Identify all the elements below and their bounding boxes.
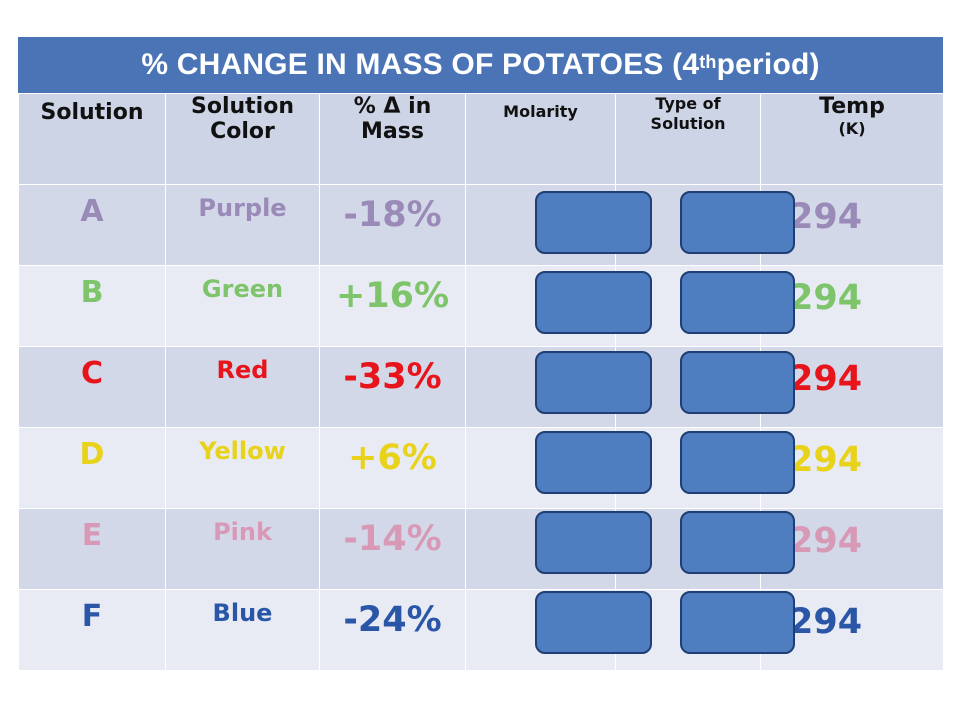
header-temp-label: Temp xyxy=(819,94,885,119)
cell-color: Green xyxy=(165,265,320,347)
table-row: C Red -33% 294 xyxy=(18,346,944,428)
title-main: % CHANGE IN MASS OF POTATOES (4 xyxy=(141,48,700,81)
header-type-of-solution: Type of Solution xyxy=(615,93,761,185)
title-tail: period) xyxy=(716,48,820,81)
cell-pct: -33% xyxy=(319,346,466,428)
pct-change-value: -14% xyxy=(343,519,442,559)
temp-value: 294 xyxy=(789,440,863,480)
cell-color: Red xyxy=(165,346,320,428)
temp-value: 294 xyxy=(789,197,863,237)
header-solution: Solution xyxy=(18,93,166,185)
solution-letter: D xyxy=(79,437,105,472)
title-superscript: th xyxy=(699,51,717,72)
solution-letter: C xyxy=(80,356,104,391)
solution-color-name: Purple xyxy=(198,194,287,222)
header-solution-color-label: Solution Color xyxy=(191,94,294,144)
cell-solution: D xyxy=(18,427,166,509)
cell-pct: -14% xyxy=(319,508,466,590)
temp-value: 294 xyxy=(789,521,863,561)
cell-solution: B xyxy=(18,265,166,347)
cell-solution: A xyxy=(18,184,166,266)
solution-letter: B xyxy=(80,275,104,310)
type-cover-box[interactable] xyxy=(680,271,795,334)
solution-color-name: Blue xyxy=(212,599,273,627)
table-row: D Yellow +6% 294 xyxy=(18,427,944,509)
cell-pct: +16% xyxy=(319,265,466,347)
solution-letter: E xyxy=(81,518,103,553)
cell-color: Blue xyxy=(165,589,320,671)
table-row: A Purple -18% 294 xyxy=(18,184,944,266)
header-type-label: Type of Solution xyxy=(650,94,726,133)
solution-color-name: Green xyxy=(201,275,284,303)
pct-change-value: -33% xyxy=(343,357,442,397)
header-solution-label: Solution xyxy=(40,100,144,125)
table-row: B Green +16% 294 xyxy=(18,265,944,347)
molarity-cover-box[interactable] xyxy=(535,431,652,494)
cell-color: Yellow xyxy=(165,427,320,509)
pct-change-value: +16% xyxy=(335,276,450,316)
cell-pct: +6% xyxy=(319,427,466,509)
header-pct-change-label: % Δ in Mass xyxy=(353,94,432,144)
cell-pct: -24% xyxy=(319,589,466,671)
pct-change-value: -18% xyxy=(343,195,442,235)
header-solution-color: Solution Color xyxy=(165,93,320,185)
molarity-cover-box[interactable] xyxy=(535,351,652,414)
solution-letter: F xyxy=(81,599,103,634)
pct-change-value: -24% xyxy=(343,600,442,640)
temp-value: 294 xyxy=(789,359,863,399)
table-row: F Blue -24% 294 xyxy=(18,589,944,671)
type-cover-box[interactable] xyxy=(680,591,795,654)
molarity-cover-box[interactable] xyxy=(535,591,652,654)
type-cover-box[interactable] xyxy=(680,351,795,414)
cell-color: Pink xyxy=(165,508,320,590)
cell-solution: C xyxy=(18,346,166,428)
cell-solution: F xyxy=(18,589,166,671)
temp-value: 294 xyxy=(789,602,863,642)
table-title: % CHANGE IN MASS OF POTATOES (4 th period… xyxy=(18,37,943,93)
solution-color-name: Pink xyxy=(213,518,272,546)
solution-color-name: Yellow xyxy=(199,437,286,465)
type-cover-box[interactable] xyxy=(680,191,795,254)
cell-color: Purple xyxy=(165,184,320,266)
solution-letter: A xyxy=(80,194,104,229)
molarity-cover-box[interactable] xyxy=(535,191,652,254)
type-cover-box[interactable] xyxy=(680,431,795,494)
header-molarity: Molarity xyxy=(465,93,616,185)
type-cover-box[interactable] xyxy=(680,511,795,574)
header-row: Solution Solution Color % Δ in Mass Mola… xyxy=(18,93,944,185)
data-table: Solution Solution Color % Δ in Mass Mola… xyxy=(18,93,944,671)
molarity-cover-box[interactable] xyxy=(535,271,652,334)
header-molarity-label: Molarity xyxy=(503,102,578,121)
solution-color-name: Red xyxy=(216,356,269,384)
pct-change-value: +6% xyxy=(348,438,437,478)
header-pct-change: % Δ in Mass xyxy=(319,93,466,185)
temp-value: 294 xyxy=(789,278,863,318)
table-row: E Pink -14% 294 xyxy=(18,508,944,590)
molarity-cover-box[interactable] xyxy=(535,511,652,574)
cell-temp: 294 xyxy=(760,589,944,671)
header-temp: Temp (K) xyxy=(760,93,944,185)
cell-pct: -18% xyxy=(319,184,466,266)
header-temp-unit: (K) xyxy=(838,119,866,138)
cell-solution: E xyxy=(18,508,166,590)
